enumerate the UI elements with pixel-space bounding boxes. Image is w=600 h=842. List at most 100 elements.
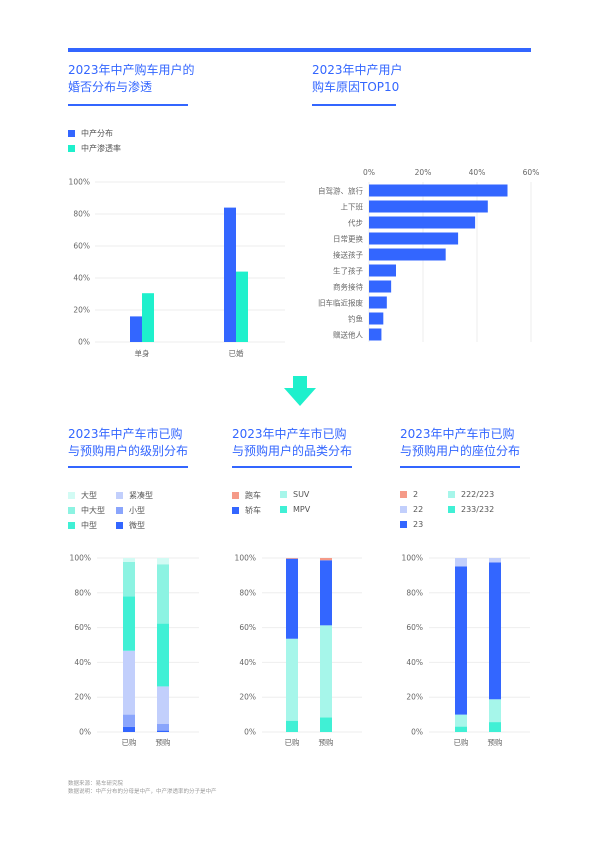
bar-segment-中型 xyxy=(123,596,135,651)
bar-segment-233/232 xyxy=(489,722,501,732)
bar-reason xyxy=(369,184,508,197)
y-category-label: 日常更换 xyxy=(333,234,363,244)
y-tick-label: 100% xyxy=(69,178,90,187)
chart5-title-underline xyxy=(400,466,520,468)
bar-segment-222/223 xyxy=(489,699,501,723)
bar-segment-22 xyxy=(489,558,501,563)
legend-label: 中型 xyxy=(81,521,97,530)
legend-swatch xyxy=(68,522,75,529)
bar-segment-22 xyxy=(455,558,467,567)
chart4-title-line2: 与预购用户的品类分布 xyxy=(232,444,353,458)
legend-item: 222/223 xyxy=(448,490,494,499)
y-tick-label: 100% xyxy=(70,554,91,563)
x-tick-label: 预购 xyxy=(488,737,503,747)
y-category-label: 商务接待 xyxy=(333,282,363,292)
legend-item: 小型 xyxy=(116,505,145,516)
legend-item: 中大型 xyxy=(68,505,105,516)
chart3-title: 2023年中产车市已购与预购用户的级别分布 xyxy=(68,427,189,458)
legend-item: 跑车 xyxy=(232,490,261,501)
bar-segment-中大型 xyxy=(157,564,169,624)
y-tick-label: 0% xyxy=(78,338,90,347)
y-tick-label: 40% xyxy=(406,658,423,667)
chart1-title-underline xyxy=(68,104,188,106)
bar-reason xyxy=(369,328,382,341)
y-tick-label: 20% xyxy=(73,306,90,315)
bar-中产渗透率 xyxy=(142,293,154,342)
legend-item: 233/232 xyxy=(448,505,494,514)
legend-label: SUV xyxy=(293,490,310,499)
y-tick-label: 20% xyxy=(406,693,423,702)
bar-segment-23 xyxy=(455,566,467,715)
bar-segment-小型 xyxy=(123,714,135,727)
bar-segment-23 xyxy=(489,562,501,700)
legend-label: 2 xyxy=(413,490,419,499)
legend-label: 中产分布 xyxy=(81,129,113,138)
legend-swatch xyxy=(280,491,287,498)
chart4-title-underline xyxy=(232,466,352,468)
bar-segment-轿车 xyxy=(286,558,298,639)
legend-swatch xyxy=(232,507,239,514)
legend-swatch xyxy=(68,492,75,499)
legend-item: MPV xyxy=(280,505,310,514)
bar-reason xyxy=(369,248,446,261)
bar-segment-MPV xyxy=(286,720,298,732)
legend-item: 23 xyxy=(400,520,423,529)
chart5-title-line2: 与预购用户的座位分布 xyxy=(400,444,521,458)
legend-item: SUV xyxy=(280,490,309,499)
y-category-label: 自驾游、旅行 xyxy=(318,186,363,196)
legend-swatch xyxy=(400,521,407,528)
legend-item: 22 xyxy=(400,505,423,514)
legend-label: 222/223 xyxy=(461,490,495,499)
y-category-label: 上下班 xyxy=(341,202,364,212)
bar-segment-中型 xyxy=(157,623,169,687)
y-tick-label: 60% xyxy=(73,242,90,251)
legend-swatch xyxy=(448,506,455,513)
legend-label: 小型 xyxy=(129,506,145,515)
legend-label: 中大型 xyxy=(81,506,105,515)
y-tick-label: 20% xyxy=(74,693,91,702)
y-tick-label: 40% xyxy=(73,274,90,283)
chart1-title-line1: 2023年中产购车用户的 xyxy=(68,63,195,77)
legend-item: 紧凑型 xyxy=(116,490,153,501)
down-arrow-icon xyxy=(284,376,316,406)
legend-swatch xyxy=(68,507,75,514)
bar-segment-大型 xyxy=(123,558,135,563)
chart4-title: 2023年中产车市已购 与预购用户的品类分布 xyxy=(232,426,352,460)
x-tick-label: 0% xyxy=(363,168,375,177)
x-tick-label: 预购 xyxy=(156,737,171,747)
legend-swatch xyxy=(68,130,75,137)
bar-segment-SUV xyxy=(286,638,298,721)
y-tick-label: 60% xyxy=(74,623,91,632)
x-tick-label: 预购 xyxy=(319,737,334,747)
y-category-label: 代步 xyxy=(348,218,363,228)
legend-swatch xyxy=(400,506,407,513)
y-tick-label: 80% xyxy=(239,588,256,597)
y-tick-label: 60% xyxy=(406,623,423,632)
y-tick-label: 0% xyxy=(244,728,256,737)
bar-reason xyxy=(369,232,459,245)
y-category-label: 生了孩子 xyxy=(333,266,363,276)
legend-item: 大型 xyxy=(68,490,97,501)
footer-notes: 数据来源：易车研究院 数据说明：中产分布的分母是中产，中产渗透率的分子是中产 xyxy=(68,780,217,796)
bar-segment-MPV xyxy=(320,717,332,732)
bar-segment-大型 xyxy=(157,558,169,565)
bar-reason xyxy=(369,312,384,325)
bar-reason xyxy=(369,200,488,213)
x-tick-label: 已婚 xyxy=(229,348,244,358)
chart5-title-line1: 2023年中产车市已购 xyxy=(400,427,515,441)
y-tick-label: 100% xyxy=(402,554,423,563)
bar-segment-跑车 xyxy=(286,558,298,559)
y-tick-label: 20% xyxy=(239,693,256,702)
x-tick-label: 60% xyxy=(523,168,540,177)
chart2-title-underline xyxy=(312,104,396,106)
chart1-title: 2023年中产购车用户的 婚否分布与渗透 xyxy=(68,62,195,96)
bar-segment-紧凑型 xyxy=(157,686,169,724)
bar-中产分布 xyxy=(224,207,236,342)
y-tick-label: 40% xyxy=(74,658,91,667)
bar-reason xyxy=(369,280,392,293)
legend-swatch xyxy=(448,491,455,498)
bar-中产渗透率 xyxy=(236,271,248,342)
legend-label: 跑车 xyxy=(245,491,261,500)
x-tick-label: 40% xyxy=(469,168,486,177)
bar-segment-轿车 xyxy=(320,560,332,626)
